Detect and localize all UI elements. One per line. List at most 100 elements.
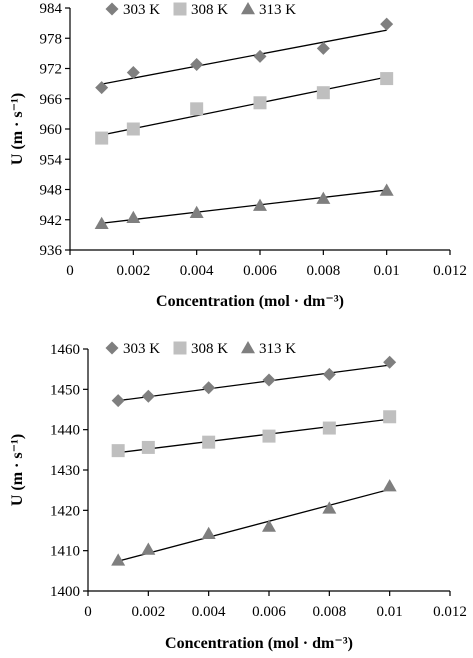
x-axis-title: Concentration (mol · dm⁻³) (165, 635, 353, 652)
y-tick-label: 984 (40, 1, 63, 17)
legend-entry: 303 K (105, 2, 160, 18)
trendline (118, 418, 390, 454)
legend-label: 313 K (259, 2, 296, 18)
legend-label: 313 K (259, 341, 296, 357)
x-tick-label: 0.004 (192, 604, 226, 620)
legend-entry: 308 K (173, 341, 228, 357)
data-point (383, 410, 397, 424)
y-tick-label: 942 (40, 213, 63, 229)
series-308-k (111, 410, 397, 458)
legend-entry: 303 K (105, 341, 160, 357)
data-point (141, 440, 155, 454)
data-point (379, 183, 394, 196)
data-point (126, 122, 140, 136)
data-point (141, 542, 156, 555)
x-tick-label: 0.012 (433, 263, 467, 279)
x-tick-label: 0.01 (377, 604, 403, 620)
data-point (126, 66, 140, 80)
legend-label: 308 K (191, 2, 228, 18)
data-point (94, 216, 109, 230)
data-point (95, 131, 109, 145)
series-303-k (111, 355, 397, 408)
legend-marker (105, 341, 119, 355)
data-point (382, 479, 397, 492)
y-tick-label: 1450 (50, 382, 80, 398)
data-point (322, 501, 337, 514)
data-point (141, 389, 155, 403)
data-point (262, 429, 276, 443)
trendline (101, 189, 387, 224)
data-point (202, 435, 216, 449)
x-tick-label: 0.006 (243, 263, 277, 279)
data-point (322, 367, 336, 381)
legend-label: 308 K (191, 341, 228, 357)
chart-panel-2: 1400 1410 1420 1430 1440 1450 1460 0 0.002 0.004 0… (9, 341, 467, 652)
chart-panel-1: 936 942 948 954 960 966 972 978 984 0 0.002 0.004 0.… (9, 1, 467, 310)
data-point (111, 553, 126, 566)
series-313-k (94, 183, 394, 230)
x-tick-label: 0.004 (180, 263, 214, 279)
data-point (111, 444, 125, 458)
data-point (383, 355, 397, 369)
y-tick-label: 972 (40, 62, 63, 78)
data-point (95, 81, 109, 95)
data-point (322, 421, 336, 435)
legend-marker (173, 341, 187, 355)
x-axis-title: Concentration (mol · dm⁻³) (156, 293, 344, 310)
data-point (201, 526, 216, 539)
y-tick-label: 1420 (50, 503, 80, 519)
legend-entry: 313 K (241, 2, 296, 18)
legend-entry: 308 K (173, 2, 228, 18)
legend-marker (105, 2, 119, 16)
data-point (380, 17, 394, 31)
data-point (262, 519, 276, 532)
y-axis-title: U (m · s⁻¹) (9, 93, 26, 165)
data-point (316, 41, 330, 55)
x-tick-label: 0.01 (374, 263, 400, 279)
x-tick-label: 0.006 (252, 604, 286, 620)
x-tick-label: 0.002 (131, 604, 165, 620)
y-tick-label: 966 (40, 92, 63, 108)
series-303-k (95, 17, 394, 95)
data-point (253, 198, 267, 211)
x-tick-label: 0.002 (116, 263, 150, 279)
y-tick-label: 1460 (50, 342, 80, 358)
x-tick-label: 0.012 (433, 604, 467, 620)
data-point (380, 72, 394, 86)
data-point (190, 102, 204, 116)
x-tick-label: 0 (84, 604, 92, 620)
y-tick-label: 948 (40, 183, 63, 199)
y-tick-label: 954 (40, 152, 63, 168)
legend-label: 303 K (123, 341, 160, 357)
series-313-k (111, 479, 397, 566)
x-tick-label: 0.008 (312, 604, 346, 620)
trendline (101, 29, 387, 85)
legend-marker (241, 2, 255, 15)
data-point (111, 394, 125, 408)
x-tick-label: 0 (66, 263, 74, 279)
y-tick-label: 1410 (50, 544, 80, 560)
y-axis-title: U (m · s⁻¹) (9, 434, 26, 506)
data-point (262, 373, 276, 387)
y-tick-label: 960 (40, 122, 63, 138)
legend-entry: 313 K (241, 341, 296, 357)
trendline (101, 76, 387, 136)
data-point (253, 96, 267, 110)
data-point (253, 49, 267, 63)
y-tick-label: 1400 (50, 584, 80, 600)
data-point (202, 381, 216, 395)
data-point (126, 210, 141, 223)
data-point (316, 191, 331, 204)
y-tick-label: 936 (40, 243, 63, 259)
trendline (118, 488, 390, 562)
series-308-k (95, 72, 394, 145)
data-point (190, 57, 204, 71)
data-point (316, 86, 330, 100)
y-tick-label: 1430 (50, 463, 80, 479)
trendline (118, 364, 390, 402)
data-point (189, 205, 204, 218)
x-tick-label: 0.008 (306, 263, 340, 279)
y-tick-label: 1440 (50, 423, 80, 439)
legend-marker (241, 341, 255, 354)
